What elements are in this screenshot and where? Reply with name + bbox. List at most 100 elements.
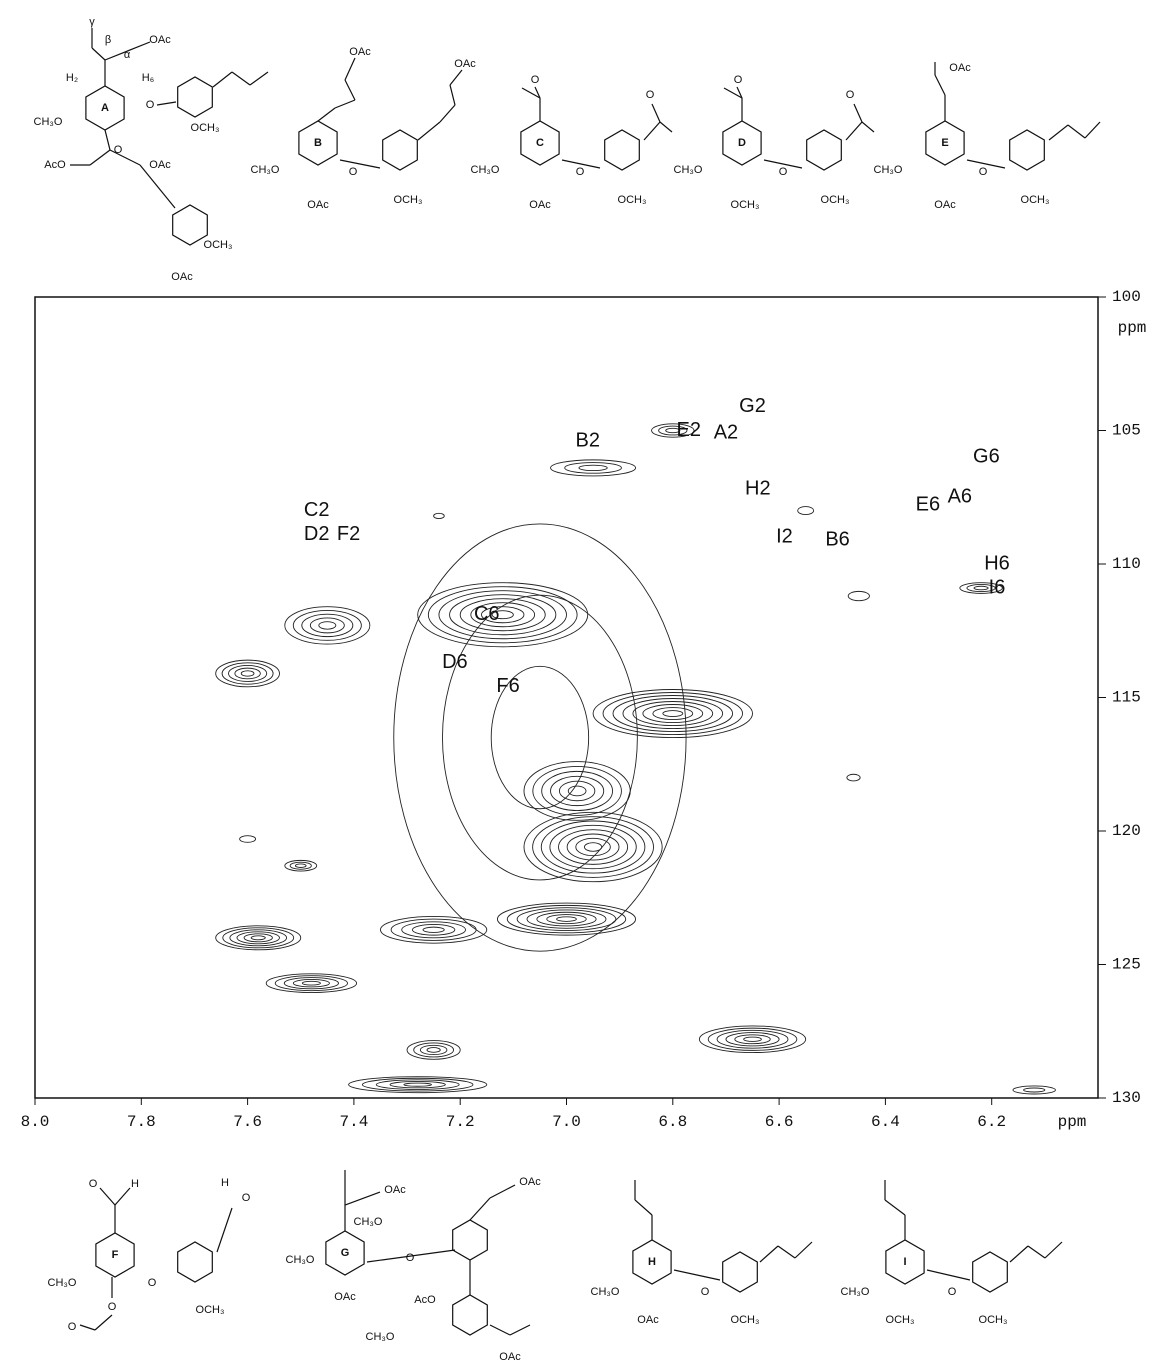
benzene-ring [382, 129, 418, 171]
benzene-ring [95, 1232, 135, 1278]
structure-group: OAc [949, 62, 971, 74]
contour-ring [411, 923, 456, 936]
bond [212, 71, 233, 88]
contour-ring [583, 842, 603, 852]
structure-group: OAc [349, 46, 371, 58]
contour-ring [292, 979, 330, 988]
bond [794, 1241, 813, 1259]
bond [449, 84, 456, 106]
contour-ring [612, 695, 734, 732]
contour-ring [662, 710, 684, 717]
contour-ring [221, 662, 274, 685]
contour-ring [481, 606, 525, 624]
structure-group: OCH₃ [886, 1314, 915, 1326]
contour-ring [797, 506, 815, 516]
bond [489, 1324, 511, 1336]
structure-group: OAc [334, 1291, 356, 1303]
contour-ring [526, 909, 607, 929]
bond [934, 74, 946, 96]
bond [366, 1249, 456, 1263]
contour-ring [289, 861, 312, 870]
structure-group: OCH₃ [731, 199, 760, 211]
contour-ring [239, 835, 257, 843]
bond [249, 71, 269, 86]
structure-group: OAc [529, 199, 551, 211]
contour-ring [540, 820, 646, 874]
x-tick-label: 7.6 [233, 1113, 262, 1131]
bond [853, 103, 863, 123]
contour-ring [390, 918, 477, 941]
peak-label: A2 [714, 421, 738, 443]
structure-group: O [948, 1286, 957, 1298]
contour-ring [413, 1042, 455, 1058]
structure-group: O [114, 144, 123, 156]
bond [344, 79, 356, 101]
contour-ring [846, 773, 861, 782]
contour-ring [361, 1077, 474, 1092]
y-tick-label: 105 [1112, 422, 1141, 440]
contour-ring [427, 586, 578, 644]
contour-ring [651, 423, 695, 438]
contour-ring [602, 692, 744, 735]
structure-group: OCH₃ [979, 1314, 1008, 1326]
structure-group: OAc [499, 1351, 521, 1363]
contour-ring [725, 1032, 780, 1047]
contour-ring [422, 926, 445, 933]
bond [966, 159, 1006, 169]
structure-group: OAc [637, 1314, 659, 1326]
structure-group: β [105, 34, 111, 46]
y-tick-label: 125 [1112, 956, 1141, 974]
structure-group: OAc [934, 199, 956, 211]
contour-ring [375, 1079, 460, 1090]
benzene-ring [1009, 129, 1045, 171]
bond [139, 164, 176, 209]
benzene-ring [452, 1294, 488, 1336]
y-tick-label: 110 [1112, 555, 1141, 573]
structure-group: CH₃O [48, 1277, 77, 1289]
contour-ring [243, 933, 273, 943]
structure-group: O [576, 166, 585, 178]
structure-label: E [941, 137, 948, 149]
bond [643, 121, 661, 141]
structure-group: OCH₃ [204, 239, 233, 251]
bond [79, 1324, 96, 1331]
bond [509, 1324, 531, 1336]
structure-label: B [314, 137, 322, 149]
contour-ring [575, 837, 611, 857]
contour-ring [433, 512, 445, 520]
contour-ring [309, 617, 345, 634]
contour-ring [215, 659, 280, 688]
structure-group: OAc [149, 159, 171, 171]
contour-ring [523, 761, 631, 821]
contour-ring [632, 701, 714, 726]
structure-group: OCH₃ [1021, 194, 1050, 206]
bond [94, 1314, 113, 1331]
benzene-ring [177, 76, 213, 118]
bond [651, 103, 661, 123]
bond [845, 121, 863, 141]
structure-group: OCH₃ [196, 1304, 225, 1316]
structure-group: O [701, 1286, 710, 1298]
benzene-ring [604, 129, 640, 171]
peak-label: A6 [948, 486, 972, 508]
structure-group: O [531, 74, 540, 86]
contour-ring [1012, 1085, 1056, 1095]
bond [216, 1207, 233, 1253]
contour-ring [966, 584, 996, 593]
peak-label: B6 [825, 528, 849, 550]
bond [723, 87, 743, 99]
contour-ring [546, 914, 587, 925]
benzene-ring [452, 1219, 488, 1261]
contour-ring [665, 427, 681, 434]
contour-ring [234, 667, 261, 680]
structure-group: O [779, 166, 788, 178]
structure-group: OCH₃ [731, 1314, 760, 1326]
contour-ring [506, 904, 627, 934]
bond [89, 149, 111, 166]
structure-group: O [68, 1321, 77, 1333]
contour-ring [496, 902, 637, 936]
bond [469, 1197, 491, 1221]
bond [109, 149, 141, 166]
bond [1048, 124, 1069, 141]
bond [344, 1191, 381, 1206]
